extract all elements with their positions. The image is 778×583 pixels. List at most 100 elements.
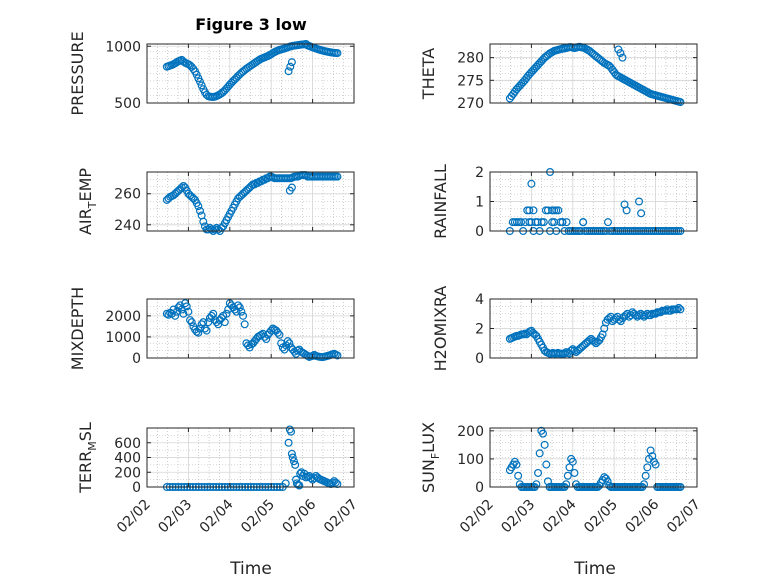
data-point — [195, 206, 204, 215]
axes-box — [489, 43, 698, 104]
data-point — [560, 349, 569, 358]
y-tick-label: 600 — [114, 436, 141, 452]
y-tick-label: 200 — [457, 424, 484, 440]
y-tick-label: 0 — [475, 224, 484, 240]
data-point — [525, 206, 534, 215]
data-point — [283, 337, 292, 346]
data-point — [192, 70, 201, 79]
data-point — [676, 98, 685, 107]
data-point — [643, 463, 652, 472]
data-point — [514, 471, 523, 480]
data-point — [527, 179, 536, 188]
y-axis-label: RAINFALL — [431, 164, 450, 239]
data-point — [291, 460, 300, 469]
data-point — [534, 468, 543, 477]
data-point — [641, 471, 650, 480]
data-point — [646, 446, 655, 455]
data-point — [562, 480, 571, 489]
data-point — [262, 335, 271, 344]
y-tick-label: 0 — [132, 480, 141, 496]
data-point — [200, 324, 209, 333]
data-point — [288, 453, 297, 462]
data-point — [286, 62, 295, 71]
data-point — [179, 309, 188, 318]
subplot-rainfall: 0 1 2 RAINFALL — [431, 164, 698, 240]
data-point — [539, 218, 548, 227]
data-point — [182, 302, 191, 311]
data-point — [328, 478, 337, 487]
data-point — [162, 309, 171, 318]
y-axis-label: PRESSURE — [68, 31, 87, 115]
data-point — [535, 449, 544, 458]
data-point — [333, 351, 342, 360]
data-point — [568, 457, 577, 466]
data-point — [296, 469, 305, 478]
data-point — [273, 328, 282, 337]
data-point — [562, 218, 571, 227]
data-point — [563, 471, 572, 480]
data-point — [222, 309, 231, 318]
data-point — [550, 206, 559, 215]
data-point — [292, 475, 301, 484]
data-point — [284, 438, 293, 447]
y-axis-label: AIRTEMP — [76, 168, 99, 235]
y-tick-label: 0 — [475, 351, 484, 367]
data-point — [202, 326, 211, 335]
data-point — [532, 480, 541, 489]
y-tick-label: 100 — [457, 452, 484, 468]
data-point — [333, 49, 342, 58]
data-point — [220, 318, 229, 327]
data-point — [558, 218, 567, 227]
y-axis-label: THETA — [419, 48, 438, 100]
data-point — [512, 460, 521, 469]
data-point — [295, 481, 304, 490]
data-point — [195, 77, 204, 86]
data-point — [542, 460, 551, 469]
data-point — [186, 316, 195, 325]
data-point — [585, 336, 594, 345]
data-point — [284, 67, 293, 76]
y-tick-label: 0 — [132, 351, 141, 367]
data-point — [289, 457, 298, 466]
data-point — [187, 318, 196, 327]
data-point — [676, 305, 685, 314]
y-tick-label: 500 — [114, 96, 141, 112]
axes-box — [146, 171, 355, 232]
y-axis-label: MIXDEPTH — [68, 287, 87, 370]
y-tick-label: 1000 — [105, 39, 141, 55]
data-point — [622, 206, 631, 215]
data-point — [293, 346, 302, 355]
data-point — [194, 328, 203, 337]
data-point — [333, 172, 342, 181]
data-point — [184, 307, 193, 316]
y-axis-label: H2OMIXRA — [431, 286, 450, 372]
data-point — [651, 460, 660, 469]
data-point — [618, 53, 627, 62]
y-tick-label: 270 — [457, 96, 484, 112]
data-point — [171, 311, 180, 320]
data-point — [285, 339, 294, 348]
data-point — [287, 449, 296, 458]
data-point — [287, 183, 296, 192]
subplot-pressure: 500 1000 PRESSURE — [68, 31, 355, 116]
data-point — [517, 218, 526, 227]
axes-box — [146, 298, 355, 359]
figure-title: Figure 3 low — [195, 15, 307, 34]
subplot-mixdepth: 0 1000 2000 MIXDEPTH — [68, 287, 355, 370]
data-point — [579, 218, 588, 227]
subplot-h2omixra: 0 2 4 H2OMIXRA — [431, 286, 698, 372]
y-tick-label: 280 — [457, 51, 484, 67]
data-point — [240, 320, 249, 329]
data-point — [235, 303, 244, 312]
data-point — [637, 209, 646, 218]
y-tick-label: 1000 — [105, 330, 141, 346]
y-tick-label: 2 — [475, 322, 484, 338]
data-point — [635, 197, 644, 206]
data-point — [554, 206, 563, 215]
y-tick-label: 275 — [457, 73, 484, 89]
data-point — [674, 303, 683, 312]
y-axis-label: TERRMSL — [76, 422, 99, 494]
subplot-air: 240 260 AIRTEMP — [76, 168, 355, 235]
data-point — [548, 218, 557, 227]
